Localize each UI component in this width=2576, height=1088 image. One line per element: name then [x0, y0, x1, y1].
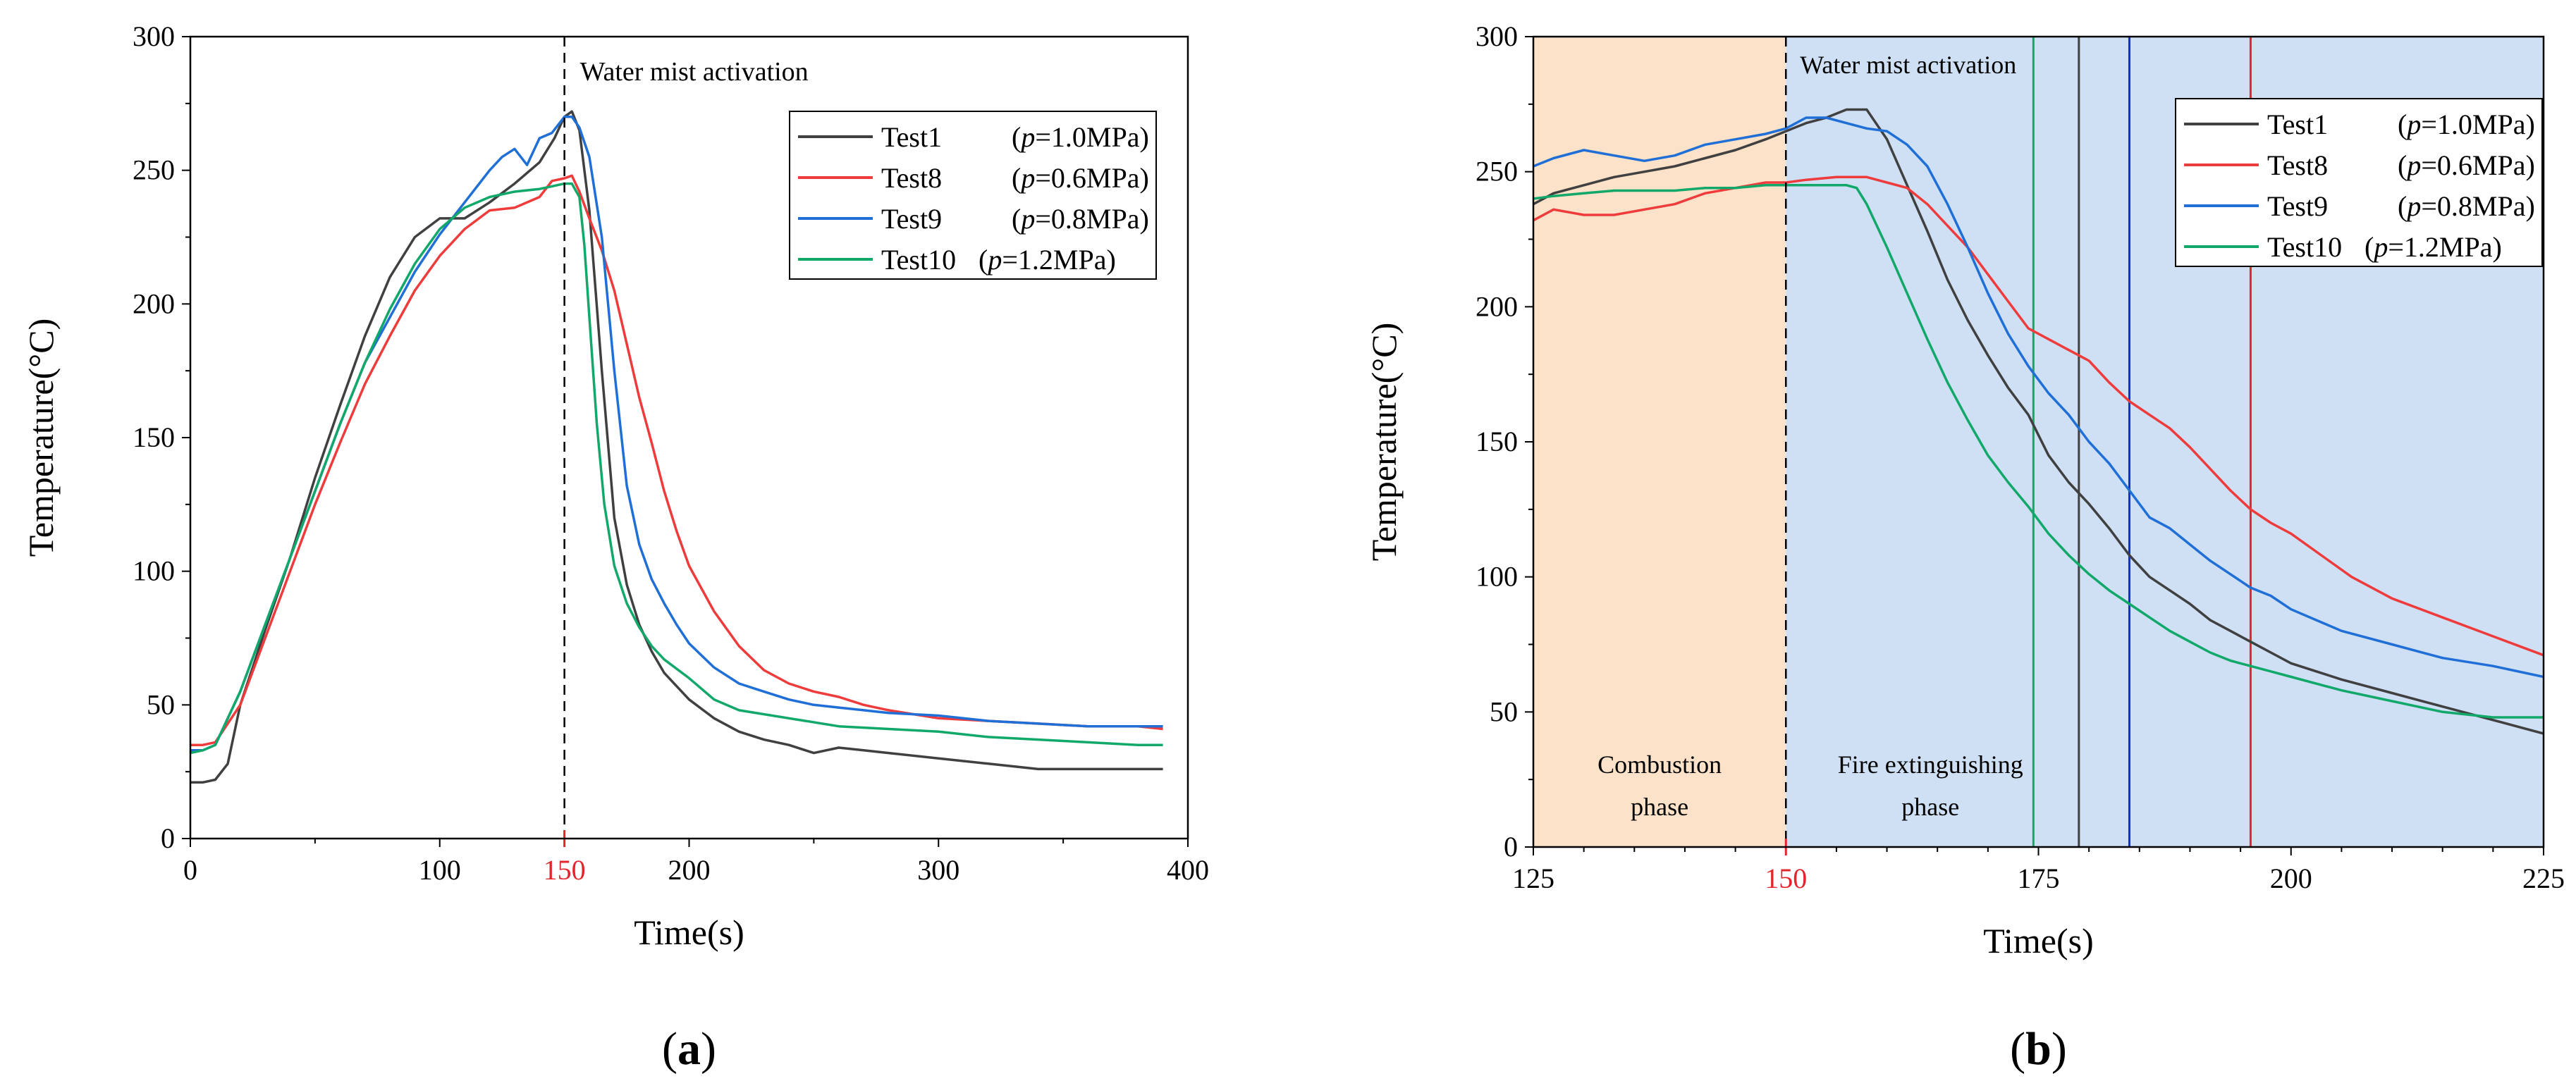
- y-tick-label: 0: [161, 822, 175, 854]
- series-line-test10: [1533, 184, 2544, 719]
- x-tick-label: 200: [668, 854, 711, 886]
- phase-label: Fire extinguishing: [1838, 750, 2023, 779]
- legend-box: [2175, 98, 2543, 267]
- x-tick-label: 400: [1167, 854, 1209, 886]
- phase-region-combustion: [1533, 37, 1786, 847]
- legend-name: Test9: [2267, 190, 2328, 222]
- legend-pressure: (p=0.6MPa): [1012, 162, 1149, 194]
- y-tick-label: 100: [133, 555, 175, 587]
- y-axis-label: Temperature(°C): [21, 319, 61, 557]
- series-line-test9: [1533, 116, 2544, 679]
- legend-pressure: (p=1.0MPa): [1012, 121, 1149, 153]
- legend-name: Test1: [881, 121, 942, 153]
- legend-name: Test10: [881, 244, 956, 276]
- legend-pressure: (p=0.6MPa): [2398, 149, 2535, 181]
- series-group: [1533, 108, 2544, 735]
- annotation-text: Water mist activation: [1800, 51, 2016, 79]
- legend-name: Test10: [2267, 231, 2342, 263]
- phase-label: phase: [1631, 793, 1688, 821]
- y-tick-label: 300: [1476, 20, 1518, 52]
- panel-label: (b): [2010, 1023, 2067, 1075]
- series-line-test8: [190, 174, 1163, 746]
- y-tick-label: 250: [133, 154, 175, 186]
- series-group: [190, 110, 1163, 784]
- legend-name: Test9: [881, 203, 942, 235]
- x-tick-label: 100: [419, 854, 461, 886]
- y-tick-label: 50: [147, 688, 175, 720]
- y-tick-label: 150: [133, 421, 175, 453]
- y-tick-label: 300: [133, 20, 175, 52]
- y-tick-label: 100: [1476, 561, 1518, 593]
- x-tick-label: 225: [2522, 863, 2565, 894]
- legend-name: Test8: [2267, 149, 2328, 181]
- y-tick-label: 200: [133, 288, 175, 319]
- x-tick-label: 0: [183, 854, 197, 886]
- legend-pressure: (p=1.2MPa): [2365, 231, 2502, 263]
- plot-frame: [189, 35, 1189, 840]
- x-tick-label: 300: [917, 854, 959, 886]
- series-line-test10: [190, 182, 1163, 755]
- x-tick-label-highlight: 150: [1765, 863, 1807, 894]
- y-tick-label: 250: [1476, 156, 1518, 187]
- phase-label: phase: [1901, 793, 1959, 821]
- legend-name: Test8: [881, 162, 942, 194]
- legend: Test1 (p=1.0MPa) Test8 (p=0.6MPa) Test9 (p=0.…: [789, 111, 1157, 280]
- panel-label: (a): [662, 1023, 716, 1075]
- legend-pressure: (p=0.8MPa): [2398, 190, 2535, 222]
- panel-a: 0 100 150 200 300 400 0 50 100 150 200 250 300 Time(s…: [21, 20, 1209, 1075]
- legend-pressure: (p=1.0MPa): [2398, 109, 2535, 140]
- y-tick-label: 50: [1490, 696, 1518, 727]
- y-tick-label: 200: [1476, 290, 1518, 322]
- series-line-test1: [190, 110, 1163, 784]
- x-axis-label: Time(s): [634, 913, 744, 952]
- legend-pressure: (p=0.8MPa): [1012, 203, 1149, 235]
- y-tick-label: 150: [1476, 426, 1518, 457]
- y-axis-label: Temperature(°C): [1364, 323, 1404, 562]
- legend-name: Test1: [2267, 109, 2328, 140]
- legend: Test1 (p=1.0MPa) Test8 (p=0.6MPa) Test9 (p=0.…: [2175, 98, 2543, 267]
- panel-b: 125 150 175 200 225 0 50 100 150 200 250 300 Time(s)…: [1364, 20, 2565, 1075]
- x-tick-label: 175: [2018, 863, 2060, 894]
- plot-frame: [1532, 35, 2545, 848]
- x-tick-label: 200: [2270, 863, 2312, 894]
- y-tick-label: 0: [1504, 831, 1518, 863]
- annotation-text: Water mist activation: [580, 57, 809, 87]
- x-tick-label-highlight: 150: [544, 854, 586, 886]
- phase-label: Combustion: [1597, 750, 1722, 779]
- legend-box: [789, 111, 1157, 280]
- x-axis-label: Time(s): [1983, 921, 2094, 960]
- x-tick-label: 125: [1512, 863, 1554, 894]
- legend-pressure: (p=1.2MPa): [979, 244, 1116, 276]
- series-line-test1: [1533, 108, 2544, 735]
- series-line-test8: [1533, 175, 2544, 657]
